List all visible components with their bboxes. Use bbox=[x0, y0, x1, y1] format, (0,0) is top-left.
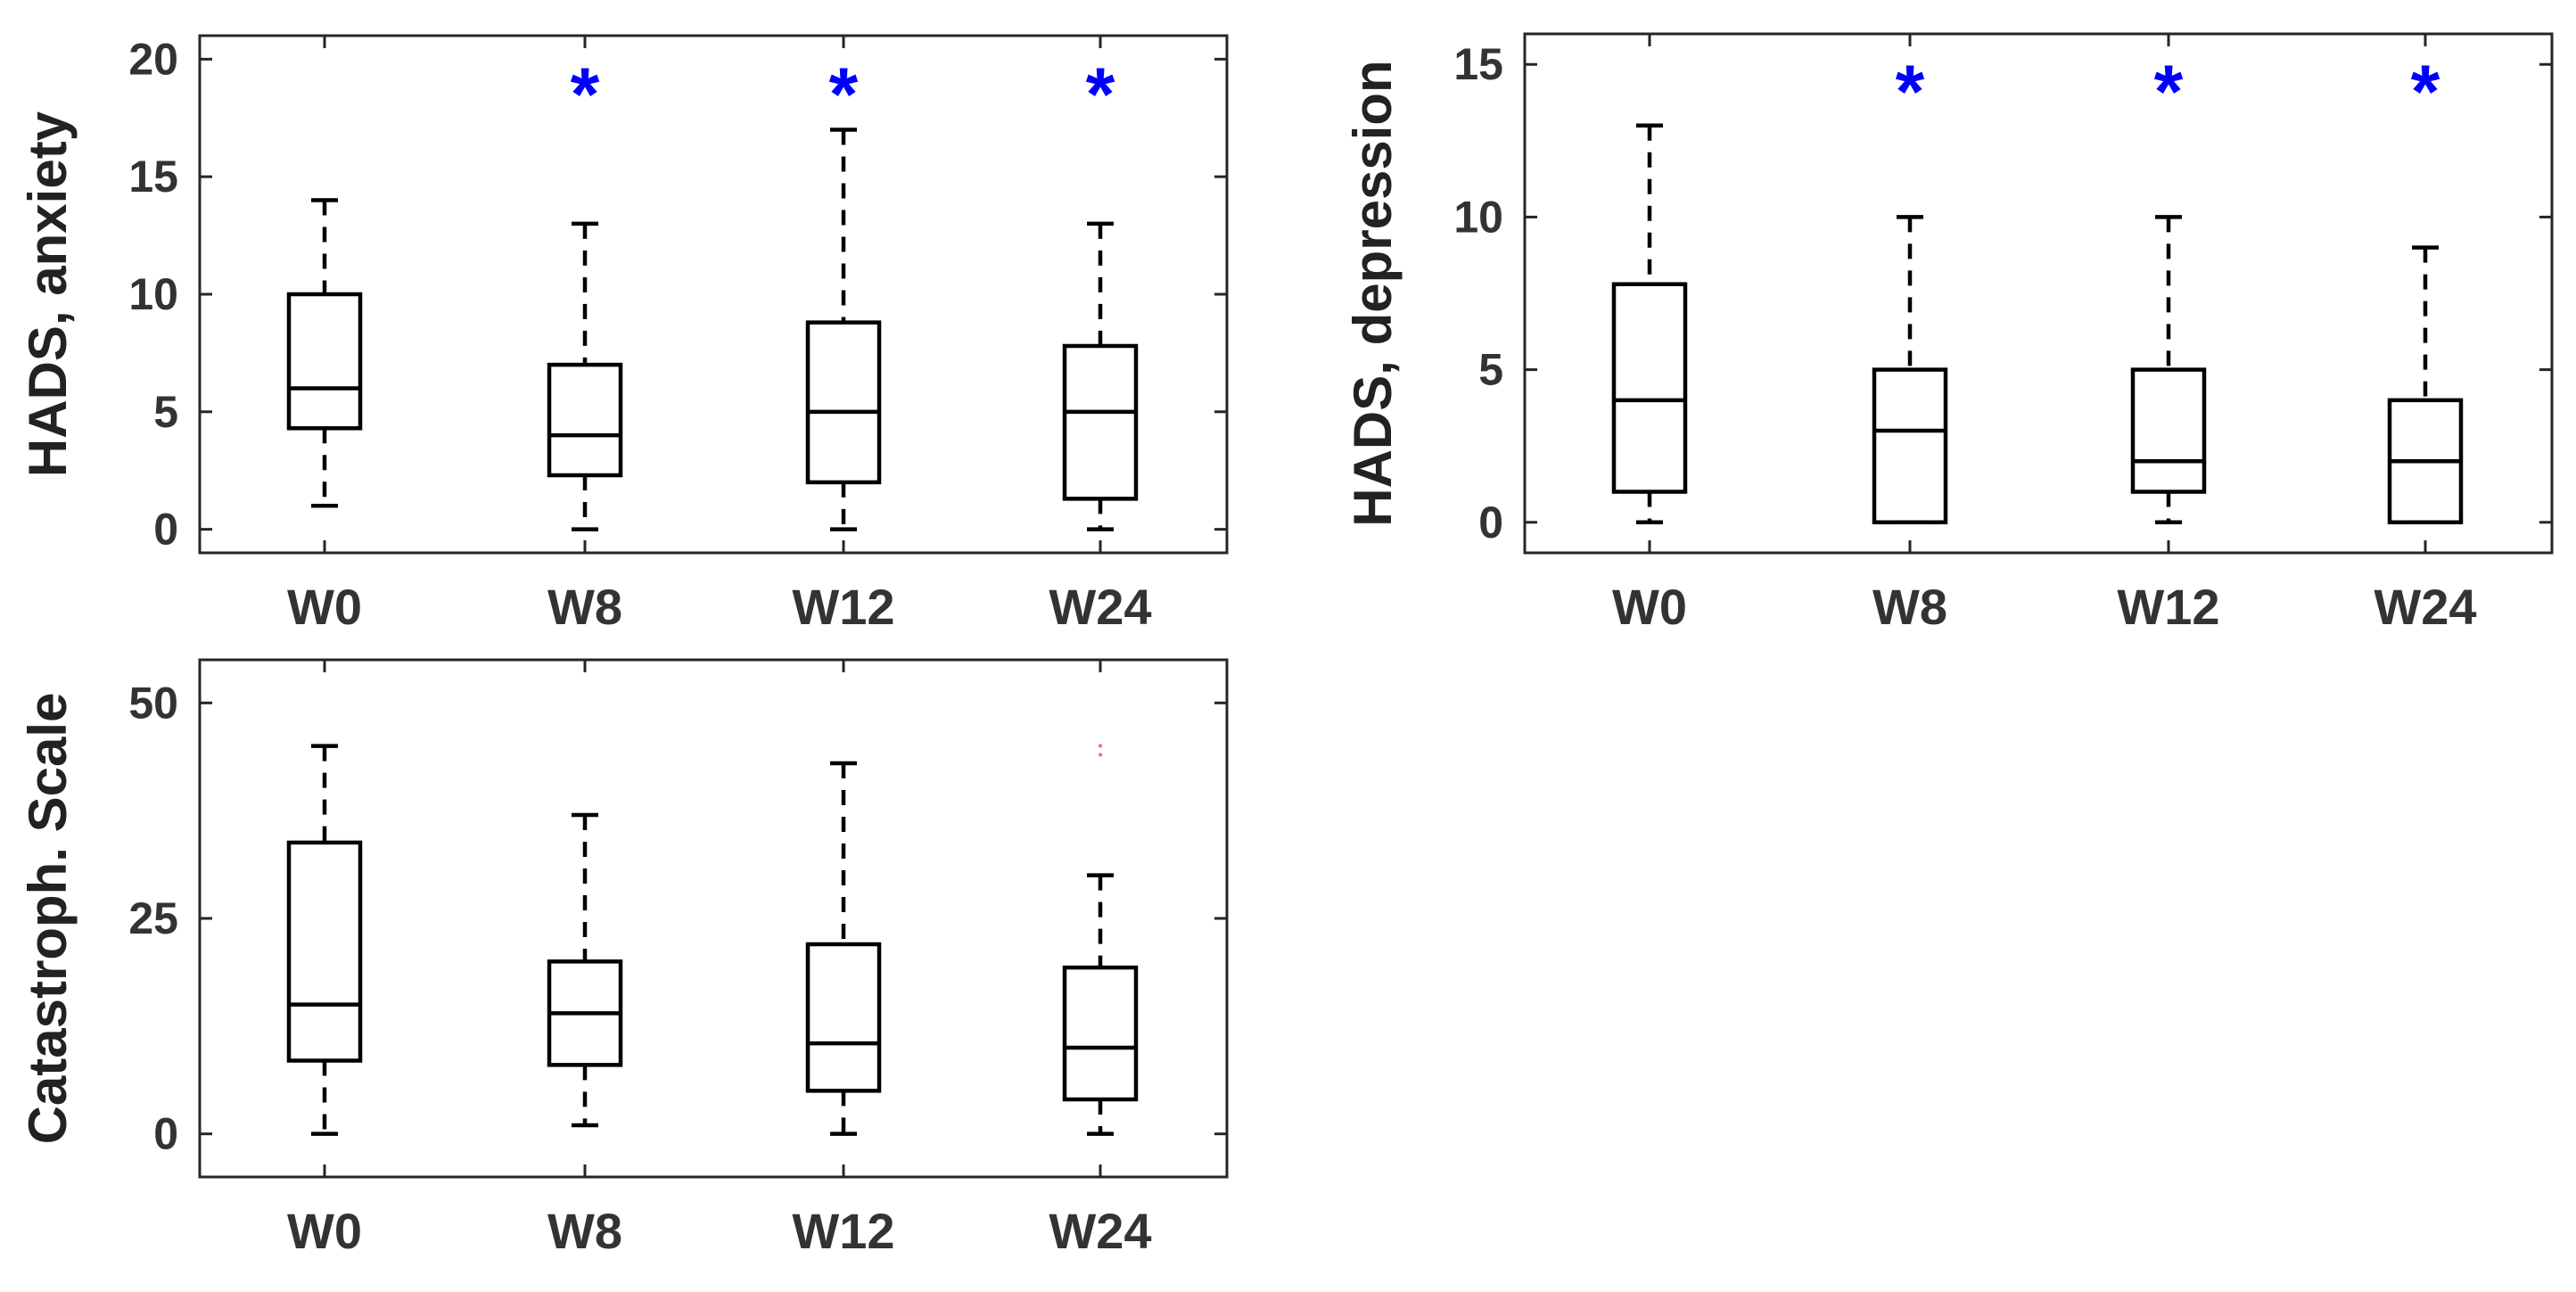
iqr-box bbox=[286, 840, 363, 1063]
y-tick-label: 5 bbox=[153, 387, 178, 437]
plot-frame bbox=[1523, 32, 2554, 555]
box-W12 bbox=[805, 761, 882, 1136]
y-tick-label: 0 bbox=[153, 1109, 178, 1159]
x-tick-label: W24 bbox=[1049, 1203, 1151, 1259]
y-tick-label: 10 bbox=[1453, 192, 1503, 242]
significance-star: * bbox=[829, 53, 859, 136]
y-axis-label: Catastroph. Scale bbox=[18, 693, 78, 1145]
box-W8 bbox=[547, 812, 623, 1128]
box-W0 bbox=[286, 198, 363, 508]
significance-star: * bbox=[2154, 49, 2184, 133]
iqr-box bbox=[1611, 282, 1688, 494]
box-W0 bbox=[1611, 123, 1688, 525]
outlier-point bbox=[1099, 744, 1102, 748]
x-tick-label: W24 bbox=[1049, 579, 1151, 635]
x-tick-label: W8 bbox=[547, 1203, 622, 1259]
outlier-point bbox=[1099, 753, 1102, 757]
y-tick-label: 15 bbox=[128, 152, 178, 202]
y-tick-label: 15 bbox=[1453, 39, 1503, 89]
x-tick-label: W8 bbox=[547, 579, 622, 635]
significance-star: * bbox=[571, 53, 600, 136]
iqr-box bbox=[1062, 343, 1139, 501]
x-tick-label: W12 bbox=[792, 579, 894, 635]
x-tick-label: W12 bbox=[2117, 579, 2219, 635]
y-tick-label: 25 bbox=[128, 893, 178, 943]
y-tick-label: 50 bbox=[128, 678, 178, 728]
x-tick-label: W24 bbox=[2374, 579, 2476, 635]
box-W12 bbox=[2130, 215, 2207, 525]
x-tick-label: W0 bbox=[287, 579, 362, 635]
box-W24 bbox=[1062, 221, 1139, 531]
significance-star: * bbox=[1086, 53, 1115, 136]
y-axis-label: HADS, depression bbox=[1343, 60, 1403, 526]
iqr-box bbox=[805, 320, 882, 485]
x-tick-label: W0 bbox=[1612, 579, 1687, 635]
box-W0 bbox=[286, 744, 363, 1136]
box-W8 bbox=[1872, 215, 1948, 525]
iqr-box bbox=[1872, 367, 1948, 525]
y-tick-label: 20 bbox=[128, 34, 178, 84]
y-tick-label: 0 bbox=[1478, 498, 1503, 547]
iqr-box bbox=[286, 292, 363, 431]
y-tick-label: 5 bbox=[1478, 345, 1503, 395]
x-tick-label: W8 bbox=[1872, 579, 1947, 635]
box-W24 bbox=[1062, 873, 1139, 1136]
y-axis-label: HADS, anxiety bbox=[18, 111, 78, 477]
x-tick-label: W0 bbox=[287, 1203, 362, 1259]
y-tick-label: 10 bbox=[128, 269, 178, 319]
significance-star: * bbox=[1896, 49, 1925, 133]
chart-panel-3: 0 25 50 W0 W8 W12 W24 Catastroph. Scale bbox=[18, 658, 1229, 1259]
iqr-box bbox=[805, 942, 882, 1093]
x-tick-label: W12 bbox=[792, 1203, 894, 1259]
chart-panel-2: 0 5 10 15 W0 W8 W12 W24 HADS, depression * * * bbox=[1343, 32, 2554, 635]
iqr-box bbox=[1062, 965, 1139, 1102]
box-W8 bbox=[547, 221, 623, 531]
iqr-box bbox=[547, 362, 623, 478]
significance-star: * bbox=[2411, 49, 2440, 133]
box-W12 bbox=[805, 128, 882, 531]
chart-panel-1: 0 5 10 15 20 W0 W8 W12 W24 HADS, anxiety * * * bbox=[18, 34, 1229, 635]
box-W24 bbox=[2387, 245, 2464, 525]
iqr-box bbox=[2130, 367, 2207, 494]
y-tick-label: 0 bbox=[153, 505, 178, 555]
